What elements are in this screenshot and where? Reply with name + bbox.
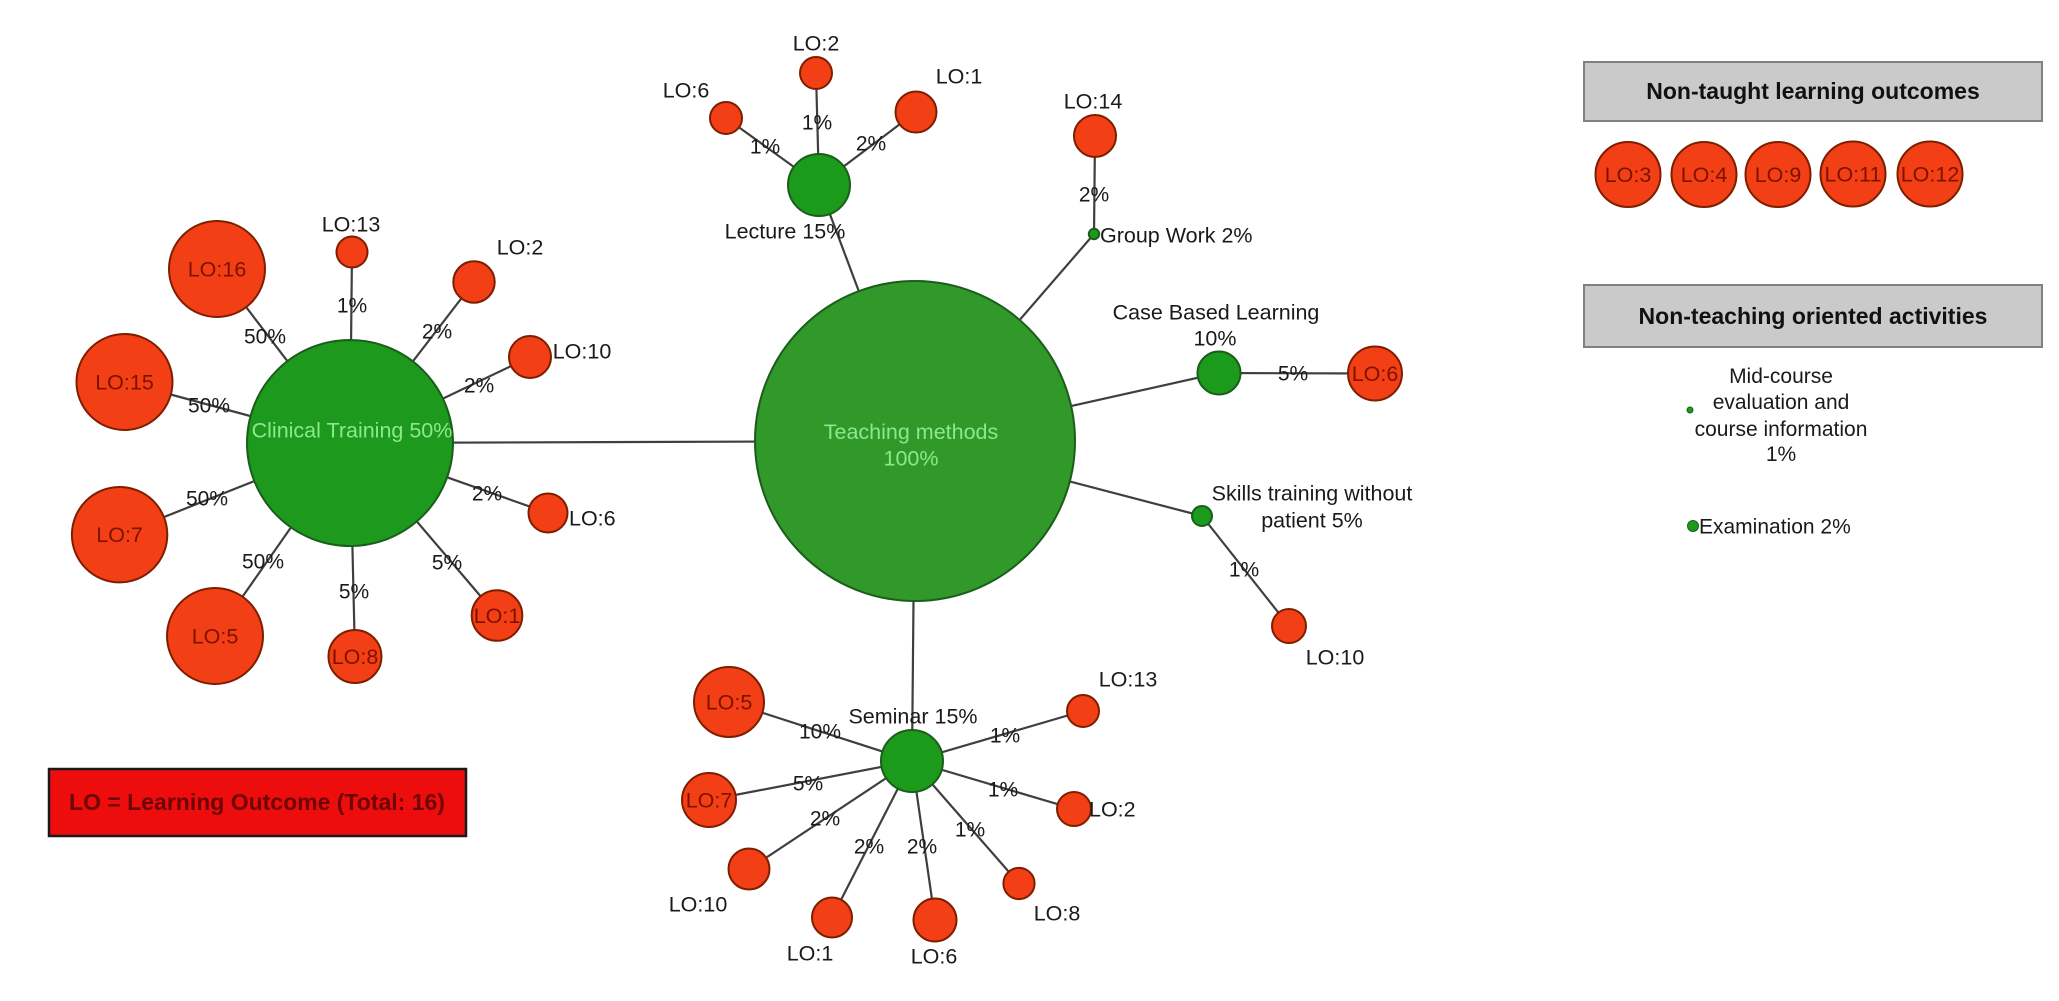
svg-text:LO:15: LO:15: [95, 371, 154, 395]
svg-text:LO:6: LO:6: [569, 507, 616, 531]
svg-text:Case Based Learning: Case Based Learning: [1113, 301, 1320, 325]
svg-text:LO:7: LO:7: [686, 789, 733, 813]
svg-text:LO:6: LO:6: [663, 79, 710, 103]
svg-text:LO:16: LO:16: [188, 258, 247, 282]
svg-text:LO:10: LO:10: [669, 893, 728, 917]
svg-text:Non-taught learning outcomes: Non-taught learning outcomes: [1646, 78, 1980, 104]
svg-text:LO:13: LO:13: [322, 213, 381, 237]
svg-text:50%: 50%: [242, 551, 284, 574]
svg-text:1%: 1%: [990, 725, 1020, 748]
svg-text:2%: 2%: [1079, 184, 1109, 207]
svg-text:100%: 100%: [884, 447, 939, 471]
svg-text:Group Work 2%: Group Work 2%: [1100, 224, 1253, 248]
svg-text:evaluation and: evaluation and: [1713, 391, 1850, 414]
svg-text:LO:7: LO:7: [96, 523, 143, 547]
svg-text:5%: 5%: [432, 552, 462, 575]
svg-text:2%: 2%: [907, 836, 937, 859]
svg-text:LO:2: LO:2: [497, 236, 544, 260]
svg-text:LO:5: LO:5: [192, 625, 239, 649]
svg-text:LO:13: LO:13: [1099, 668, 1158, 692]
svg-text:Lecture 15%: Lecture 15%: [725, 220, 846, 244]
svg-text:10%: 10%: [1193, 327, 1236, 351]
svg-text:2%: 2%: [810, 808, 840, 831]
svg-text:2%: 2%: [854, 836, 884, 859]
svg-text:2%: 2%: [422, 321, 452, 344]
svg-text:2%: 2%: [856, 133, 886, 156]
svg-text:course information: course information: [1695, 418, 1868, 441]
svg-text:2%: 2%: [464, 375, 494, 398]
svg-text:LO:8: LO:8: [332, 645, 379, 669]
svg-text:1%: 1%: [1766, 443, 1796, 466]
svg-text:LO:6: LO:6: [911, 945, 958, 969]
svg-text:1%: 1%: [750, 136, 780, 159]
svg-text:LO:14: LO:14: [1064, 90, 1123, 114]
svg-text:5%: 5%: [1278, 363, 1308, 386]
svg-text:Clinical Training 50%: Clinical Training 50%: [252, 419, 453, 443]
svg-text:LO:9: LO:9: [1755, 163, 1802, 187]
svg-text:Skills training without: Skills training without: [1212, 482, 1413, 506]
svg-text:LO:10: LO:10: [553, 340, 612, 364]
svg-text:LO:10: LO:10: [1306, 646, 1365, 670]
svg-text:LO:2: LO:2: [793, 32, 840, 56]
svg-text:LO:1: LO:1: [474, 604, 521, 628]
svg-text:5%: 5%: [793, 773, 823, 796]
svg-text:LO:5: LO:5: [706, 691, 753, 715]
svg-text:1%: 1%: [337, 295, 367, 318]
svg-text:Seminar 15%: Seminar 15%: [848, 705, 977, 729]
svg-text:Examination 2%: Examination 2%: [1699, 516, 1851, 539]
svg-text:50%: 50%: [244, 326, 286, 349]
svg-text:1%: 1%: [802, 112, 832, 135]
svg-text:LO:1: LO:1: [936, 65, 983, 89]
svg-text:LO:12: LO:12: [1901, 163, 1960, 187]
svg-text:LO = Learning Outcome (Total:: LO = Learning Outcome (Total: 16): [69, 789, 445, 815]
svg-text:LO:8: LO:8: [1034, 902, 1081, 926]
svg-text:LO:2: LO:2: [1089, 798, 1136, 822]
svg-text:LO:4: LO:4: [1681, 163, 1728, 187]
svg-text:10%: 10%: [799, 721, 841, 744]
svg-text:2%: 2%: [472, 483, 502, 506]
svg-text:patient 5%: patient 5%: [1261, 509, 1363, 533]
svg-text:LO:3: LO:3: [1605, 163, 1652, 187]
svg-text:1%: 1%: [1229, 559, 1259, 582]
svg-text:Teaching methods: Teaching methods: [824, 420, 999, 444]
svg-text:Mid-course: Mid-course: [1729, 365, 1833, 388]
svg-text:Non-teaching oriented activiti: Non-teaching oriented activities: [1639, 303, 1988, 329]
svg-text:50%: 50%: [188, 395, 230, 418]
svg-text:LO:11: LO:11: [1825, 163, 1882, 187]
svg-text:5%: 5%: [339, 581, 369, 604]
svg-text:1%: 1%: [955, 819, 985, 842]
svg-text:LO:6: LO:6: [1352, 362, 1399, 386]
svg-text:50%: 50%: [186, 488, 228, 511]
svg-text:1%: 1%: [988, 779, 1018, 802]
svg-text:LO:1: LO:1: [787, 942, 834, 966]
